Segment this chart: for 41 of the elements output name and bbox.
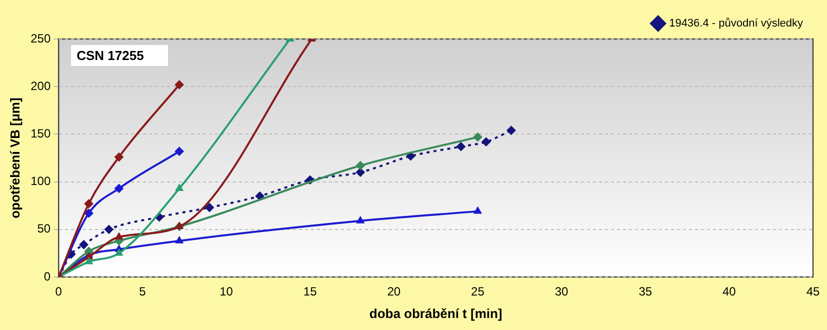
x-tick-label: 20 xyxy=(387,284,401,299)
point xyxy=(115,232,123,240)
point xyxy=(114,184,124,193)
y-tick-label: 250 xyxy=(30,31,51,46)
point xyxy=(204,203,214,212)
y-tick-label: 50 xyxy=(37,222,51,236)
point xyxy=(84,257,93,264)
x-tick-label: 10 xyxy=(220,284,234,299)
point xyxy=(84,208,94,218)
x-tick-label: 40 xyxy=(722,284,736,299)
point xyxy=(456,142,466,152)
y-axis-title: opotřebení VB [μm] xyxy=(7,98,22,218)
legend-label: 19436.4 - původní výsledky xyxy=(669,18,804,30)
point xyxy=(84,199,94,208)
annotation: CSN 17255 xyxy=(70,45,168,66)
point xyxy=(174,80,184,90)
point xyxy=(174,146,184,156)
y-tick-label: 0 xyxy=(44,269,51,284)
point xyxy=(482,137,491,146)
point xyxy=(356,161,365,170)
x-tick-label: 35 xyxy=(638,284,652,299)
point xyxy=(114,152,124,162)
x-tick-label: 0 xyxy=(55,284,62,299)
point xyxy=(506,126,516,135)
x-tick-label: 30 xyxy=(554,284,569,299)
point xyxy=(115,248,123,256)
x-tick-label: 45 xyxy=(806,284,820,299)
point xyxy=(473,132,482,142)
y-tick-label: 200 xyxy=(30,78,51,93)
point xyxy=(474,206,482,214)
point xyxy=(356,216,364,224)
point xyxy=(79,240,88,250)
point xyxy=(175,184,184,191)
x-axis-title: doba obrábění t [min] xyxy=(369,306,502,321)
y-tick-label: 100 xyxy=(30,174,51,188)
point xyxy=(175,236,184,244)
y-tick-label: 150 xyxy=(30,126,51,141)
point xyxy=(104,224,114,234)
x-tick-label: 5 xyxy=(139,284,146,299)
x-tick-label: 15 xyxy=(303,284,318,299)
x-tick-label: 25 xyxy=(471,284,485,299)
